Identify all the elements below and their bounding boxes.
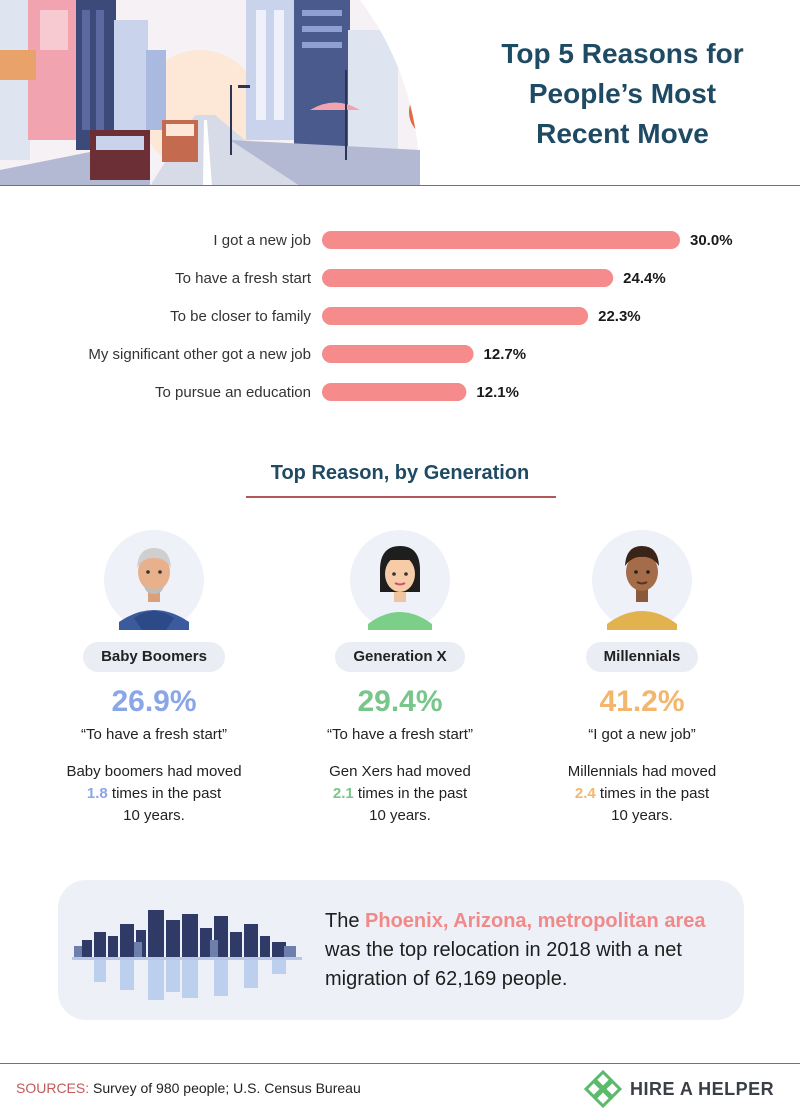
generation-move-note: Baby boomers had moved 1.8 times in the … xyxy=(34,761,274,827)
bar-value-label: 12.1% xyxy=(476,384,519,401)
note-end: 10 years. xyxy=(369,807,431,824)
bar xyxy=(322,307,589,325)
title-line-2: People’s Most xyxy=(528,78,717,109)
callout-highlight: Phoenix, Arizona, metropolitan area xyxy=(365,910,706,932)
bar xyxy=(322,269,614,287)
note-before: Gen Xers had moved xyxy=(329,763,471,780)
callout-text: The Phoenix, Arizona, metropolitan area … xyxy=(325,907,735,994)
boomer-avatar-icon xyxy=(104,530,204,630)
generation-percent: 29.4% xyxy=(357,685,443,718)
header-divider xyxy=(0,185,800,186)
note-after: times in the past xyxy=(111,785,222,802)
city-street-illustration-icon xyxy=(0,0,420,186)
generation-percent: 26.9% xyxy=(111,685,197,718)
bar-category-label: To have a fresh start xyxy=(175,270,312,287)
brand-name: HIRE A HELPER xyxy=(630,1078,775,1099)
generation-label: Baby Boomers xyxy=(83,642,225,672)
sources-label: SOURCES: xyxy=(16,1080,90,1096)
header: Top 5 Reasons for People’s Most Recent M… xyxy=(0,0,800,186)
generation-percent: 41.2% xyxy=(599,685,685,718)
city-skyline-icon xyxy=(72,910,302,1000)
generation-top-reason: “I got a new job” xyxy=(588,726,696,743)
generation-title-divider xyxy=(246,496,556,498)
hire-a-helper-logo-icon xyxy=(584,1070,622,1108)
bar-category-label: I got a new job xyxy=(213,232,311,249)
bar xyxy=(322,383,467,401)
footer-divider xyxy=(0,1063,800,1064)
generation-card-millennials: Millennials 41.2% “I got a new job” Mill… xyxy=(522,530,762,827)
note-before: Millennials had moved xyxy=(567,763,717,780)
bar-value-label: 22.3% xyxy=(598,308,641,325)
note-end: 10 years. xyxy=(123,807,185,824)
sources: SOURCES: Survey of 980 people; U.S. Cens… xyxy=(16,1080,361,1096)
phoenix-callout: The Phoenix, Arizona, metropolitan area … xyxy=(58,880,744,1020)
bar-value-label: 12.7% xyxy=(484,346,527,363)
title-line-3: Recent Move xyxy=(536,118,709,149)
bar-category-label: To pursue an education xyxy=(155,384,311,401)
generation-top-reason: “To have a fresh start” xyxy=(81,726,227,743)
bar-value-label: 24.4% xyxy=(623,270,666,287)
note-end: 10 years. xyxy=(611,807,673,824)
move-count: 2.4 xyxy=(574,785,596,802)
generation-move-note: Millennials had moved 2.4 times in the p… xyxy=(522,761,762,827)
note-after: times in the past xyxy=(357,785,468,802)
generation-label: Millennials xyxy=(585,642,699,672)
generation-card-boomers: Baby Boomers 26.9% “To have a fresh star… xyxy=(34,530,274,827)
note-before: Baby boomers had moved xyxy=(66,763,242,780)
sources-text: Survey of 980 people; U.S. Census Bureau xyxy=(93,1080,361,1096)
bar-value-label: 30.0% xyxy=(690,232,733,249)
genx-avatar-icon xyxy=(350,530,450,630)
reasons-bar-chart: I got a new job 30.0% To have a fresh star… xyxy=(0,220,800,420)
generation-card-genx: Generation X 29.4% “To have a fresh star… xyxy=(280,530,520,827)
page-title: Top 5 Reasons for People’s Most Recent M… xyxy=(470,34,775,154)
bar-chart-svg: I got a new job 30.0% To have a fresh star… xyxy=(88,231,733,401)
callout-text-after: was the top relocation in 2018 with a ne… xyxy=(325,939,682,990)
move-count: 1.8 xyxy=(86,785,108,802)
note-after: times in the past xyxy=(599,785,710,802)
bar xyxy=(322,231,680,249)
generation-label: Generation X xyxy=(335,642,465,672)
generation-move-note: Gen Xers had moved 2.1 times in the past… xyxy=(280,761,520,827)
title-line-1: Top 5 Reasons for xyxy=(501,38,744,69)
bar xyxy=(322,345,474,363)
callout-text-before: The xyxy=(325,910,360,932)
bar-category-label: To be closer to family xyxy=(170,308,311,325)
bar-category-label: My significant other got a new job xyxy=(88,346,311,363)
generation-section-title: Top Reason, by Generation xyxy=(270,462,530,484)
brand: HIRE A HELPER xyxy=(584,1069,774,1109)
millennial-avatar-icon xyxy=(592,530,692,630)
move-count: 2.1 xyxy=(332,785,354,802)
generation-top-reason: “To have a fresh start” xyxy=(327,726,473,743)
